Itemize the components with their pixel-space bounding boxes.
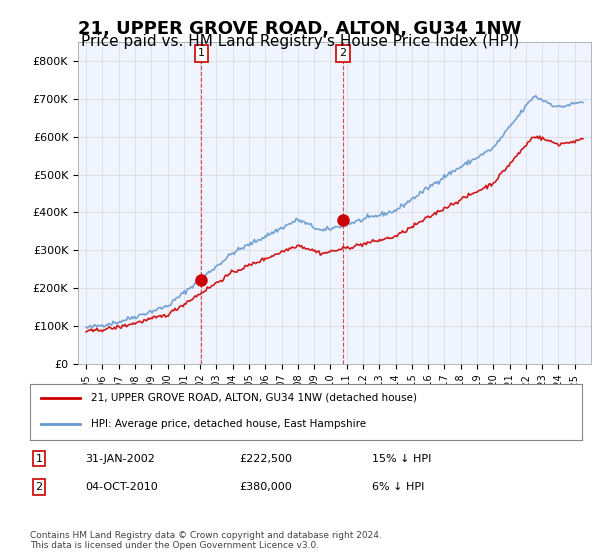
- Text: 2: 2: [339, 48, 346, 58]
- Text: 1: 1: [198, 48, 205, 58]
- Text: 21, UPPER GROVE ROAD, ALTON, GU34 1NW: 21, UPPER GROVE ROAD, ALTON, GU34 1NW: [79, 20, 521, 38]
- Text: £222,500: £222,500: [240, 454, 293, 464]
- Text: 31-JAN-2002: 31-JAN-2002: [85, 454, 155, 464]
- Text: Price paid vs. HM Land Registry's House Price Index (HPI): Price paid vs. HM Land Registry's House …: [81, 34, 519, 49]
- Text: Contains HM Land Registry data © Crown copyright and database right 2024.
This d: Contains HM Land Registry data © Crown c…: [30, 531, 382, 550]
- Text: £380,000: £380,000: [240, 482, 293, 492]
- Text: HPI: Average price, detached house, East Hampshire: HPI: Average price, detached house, East…: [91, 419, 366, 429]
- Text: 15% ↓ HPI: 15% ↓ HPI: [372, 454, 431, 464]
- Text: 6% ↓ HPI: 6% ↓ HPI: [372, 482, 425, 492]
- Text: 04-OCT-2010: 04-OCT-2010: [85, 482, 158, 492]
- Text: 2: 2: [35, 482, 43, 492]
- Text: 1: 1: [35, 454, 43, 464]
- Text: 21, UPPER GROVE ROAD, ALTON, GU34 1NW (detached house): 21, UPPER GROVE ROAD, ALTON, GU34 1NW (d…: [91, 393, 417, 403]
